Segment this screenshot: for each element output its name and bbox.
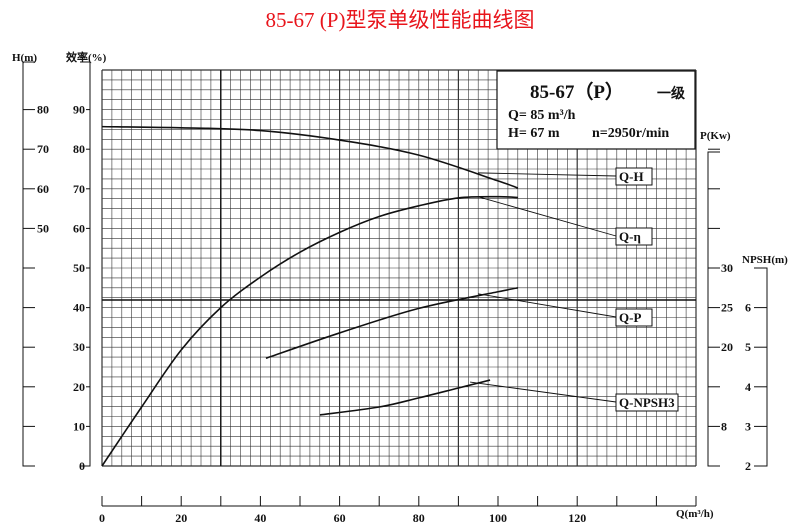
info-box-frame (496, 70, 696, 150)
head-axis-line (22, 61, 35, 467)
info-model: 85-67（P） (530, 80, 624, 103)
efficiency-axis-line (80, 61, 91, 467)
efficiency-tick-label: 80 (73, 142, 85, 156)
efficiency-tick-label: 30 (73, 340, 85, 354)
series-label: Q-NPSH3 (619, 395, 675, 410)
head-tick-label: 60 (37, 182, 49, 196)
efficiency-axis-label: 效率(%) (66, 50, 107, 64)
power-axis-line (707, 151, 720, 467)
series-label-box (615, 393, 679, 412)
x-tick-label: 20 (175, 511, 187, 525)
head-tick-label: 80 (37, 103, 49, 117)
info-stage: 一级 (657, 85, 686, 102)
series-label-box (615, 308, 653, 327)
info-speed: n=2950r/min (592, 126, 669, 141)
efficiency-tick-label: 40 (73, 301, 85, 315)
curve-q-npsh3 (319, 379, 491, 416)
npsh-tick-label: 3 (745, 419, 751, 433)
npsh-tick-label: 5 (745, 340, 751, 354)
power-tick-label: 25 (721, 301, 733, 315)
power-tick-label: 30 (721, 261, 733, 275)
efficiency-tick-label: 20 (73, 380, 85, 394)
curves: Q-H Q-η Q-P Q-NPSH3 (101, 125, 679, 467)
npsh-axis-label: NPSH(m) (742, 254, 788, 266)
leader-line (477, 293, 617, 318)
npsh-axis-line (754, 267, 768, 467)
axes: 0 20 40 60 80 100 1208070605090807060504030201… (22, 61, 768, 525)
x-tick-label: 0 (99, 511, 105, 525)
power-tick-label: 8 (721, 419, 727, 433)
series-label: Q-H (619, 169, 644, 184)
info-head: H= 67 m (508, 126, 560, 141)
npsh-tick-label: 4 (745, 380, 751, 394)
npsh-tick-label: 2 (745, 459, 751, 473)
chart-title: 85-67 (P)型泵单级性能曲线图 (266, 8, 535, 32)
leader-line (477, 172, 617, 177)
curve-q- (101, 195, 518, 467)
series-label-box (615, 167, 653, 186)
power-tick-label: 20 (721, 340, 733, 354)
npsh-tick-label: 6 (745, 301, 751, 315)
curve-q-h (101, 125, 519, 189)
leader-line (470, 381, 617, 403)
x-axis-label: Q(m³/h) (676, 508, 714, 520)
efficiency-tick-label: 90 (73, 103, 85, 117)
efficiency-tick-label: 50 (73, 261, 85, 275)
head-tick-label: 50 (37, 221, 49, 235)
series-label: Q-P (619, 310, 641, 325)
efficiency-tick-label: 10 (73, 419, 85, 433)
x-tick-label: 60 (334, 511, 346, 525)
efficiency-tick-label: 0 (79, 459, 85, 473)
efficiency-tick-label: 60 (73, 221, 85, 235)
x-tick-label: 100 (489, 511, 507, 525)
efficiency-tick-label: 70 (73, 182, 85, 196)
curve-q-p (265, 287, 518, 360)
head-axis-label: H(m) (12, 52, 37, 64)
x-tick-label: 40 (254, 511, 266, 525)
head-tick-label: 70 (37, 142, 49, 156)
info-flow: Q= 85 m³/h (508, 108, 576, 123)
leader-line (477, 196, 617, 237)
series-label-box (615, 227, 653, 246)
series-label: Q-η (619, 229, 641, 244)
x-tick-label: 80 (413, 511, 425, 525)
info-box: 85-67（P） 一级 Q= 85 m³/h H= 67 m n=2950r/m… (496, 70, 696, 150)
power-axis-label: P(Kw) (700, 130, 731, 142)
x-tick-label: 120 (568, 511, 586, 525)
